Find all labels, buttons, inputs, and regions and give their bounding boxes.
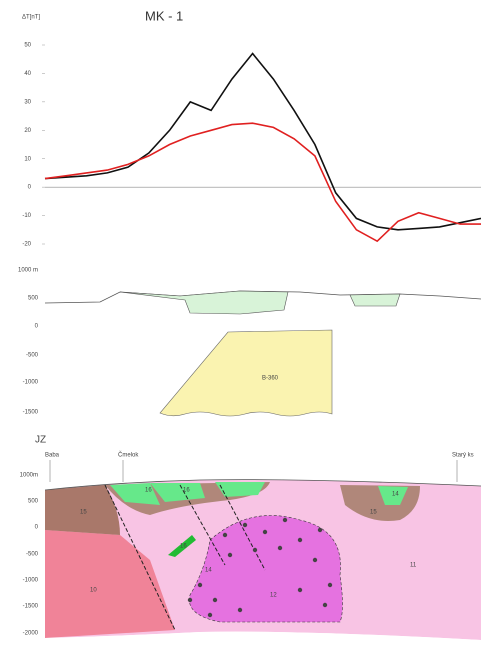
dot [298, 588, 302, 592]
unit-label: 14 [392, 492, 399, 498]
y-axis-label: ΔT[nT] [22, 15, 40, 21]
y-tick-label: -10 [22, 213, 31, 219]
y-tick-label: -2000 [23, 631, 39, 637]
dot [213, 598, 217, 602]
y-tick-label: -500 [26, 552, 39, 558]
unit-label: 11 [410, 563, 417, 569]
unit-label: 16 [180, 544, 187, 550]
dot [208, 613, 212, 617]
body-label: B-360 [262, 376, 279, 382]
dot [223, 533, 227, 537]
y-tick-label: -500 [26, 353, 39, 359]
unit-label: 10 [90, 588, 97, 594]
page: MK - 1 ΔT[nT] B-360 JZ -20 -10 0 10 20 30 40 50… [0, 0, 481, 646]
y-tick-label: 1000m [20, 473, 38, 479]
dot [253, 548, 257, 552]
dot [313, 558, 317, 562]
y-tick-label: 0 [35, 324, 39, 330]
direction: JZ [35, 435, 46, 446]
dot [328, 583, 332, 587]
chart-title: MK - 1 [145, 8, 183, 23]
unit-label: 16 [145, 488, 152, 494]
unit-label: 12 [270, 593, 277, 599]
figure: MK - 1 ΔT[nT] B-360 JZ -20 -10 0 10 20 30 40 50… [0, 0, 481, 646]
y-tick-label: 0 [35, 525, 39, 531]
dot [198, 583, 202, 587]
y-tick-label: 20 [24, 128, 31, 134]
dot [278, 546, 282, 550]
y-tick-label: 0 [28, 185, 32, 191]
y-tick-label: 50 [24, 43, 31, 49]
cover-body [120, 291, 288, 314]
unit-label: 14 [205, 568, 212, 574]
y-tick-label: 1000 m [18, 268, 38, 274]
magnetic-body [160, 330, 332, 416]
place-label: Baba [45, 453, 60, 459]
unit-label: 15 [370, 510, 377, 516]
y-tick-label: -20 [22, 242, 31, 248]
dot [243, 523, 247, 527]
geology-section: JZ [35, 435, 481, 646]
model-section: B-360 [45, 291, 481, 416]
series-line [45, 123, 481, 241]
dot [263, 530, 267, 534]
dot [228, 553, 232, 557]
place-label: Čmelok [118, 452, 139, 459]
dot [238, 608, 242, 612]
y-tick-label: 30 [24, 99, 31, 105]
y-tick-label: 40 [24, 71, 31, 77]
dot [323, 603, 327, 607]
y-tick-label: -1500 [23, 410, 39, 416]
y-tick-label: -1000 [23, 578, 39, 584]
y-tick-label: -1500 [23, 604, 39, 610]
dot [283, 518, 287, 522]
y-tick-label: 500 [28, 296, 39, 302]
y-tick-label: 500 [28, 499, 39, 505]
unit-label: 16 [183, 488, 190, 494]
dot [298, 538, 302, 542]
place-label: Starý ks [452, 453, 474, 459]
y-tick-label: -1000 [23, 380, 39, 386]
dot [188, 598, 192, 602]
unit-label: 15 [80, 510, 87, 516]
cover-body [350, 294, 400, 306]
dot [318, 528, 322, 532]
y-tick-label: 10 [24, 156, 31, 162]
series-line [45, 54, 481, 230]
